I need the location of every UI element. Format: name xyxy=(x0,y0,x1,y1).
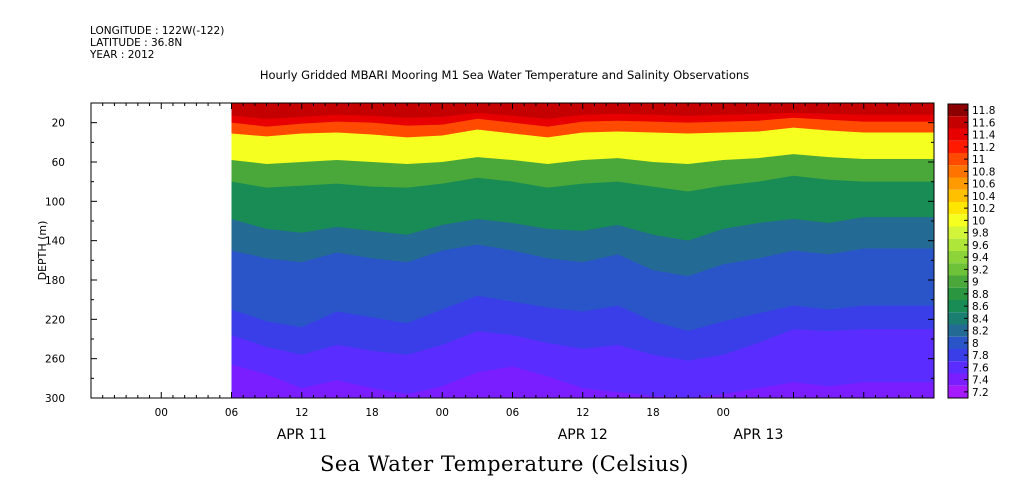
colorbar-swatch xyxy=(948,287,968,300)
x-tick-label: 06 xyxy=(506,407,520,419)
colorbar-swatch xyxy=(948,324,968,337)
colorbar-label: 9 xyxy=(972,277,979,289)
x-tick-label: 18 xyxy=(646,407,659,419)
colorbar-label: 8 xyxy=(972,338,979,350)
colorbar-swatch xyxy=(948,104,968,117)
colorbar-swatch xyxy=(948,226,968,239)
colorbar-swatch xyxy=(948,251,968,264)
colorbar-swatch xyxy=(948,336,968,349)
colorbar-label: 10 xyxy=(972,215,985,227)
y-tick-label: 20 xyxy=(52,118,65,130)
colorbar-swatch xyxy=(948,373,968,386)
colorbar-frame xyxy=(947,103,969,399)
colorbar-label: 9.4 xyxy=(972,252,989,264)
colorbar-swatch xyxy=(948,177,968,190)
colorbar-label: 9.8 xyxy=(972,228,989,240)
colorbar-swatch xyxy=(948,263,968,276)
y-tick-label: 300 xyxy=(45,393,65,405)
y-tick-label: 60 xyxy=(52,157,65,169)
x-tick-label: 12 xyxy=(295,407,308,419)
colorbar-swatch xyxy=(948,300,968,313)
colorbar-label: 10.2 xyxy=(972,203,995,215)
colorbar-label: 8.2 xyxy=(972,326,989,338)
x-tick-label: 00 xyxy=(436,407,449,419)
isotherm-band-7-6 xyxy=(231,329,934,398)
colorbar-swatch xyxy=(948,312,968,325)
colorbar-swatch xyxy=(948,128,968,141)
y-tick-label: 140 xyxy=(45,236,65,248)
x-tick-label: 12 xyxy=(576,407,589,419)
axes: 20 60 100 140 180 220 260 300 DEPTH (m) 00 06 12 18 0… xyxy=(36,102,935,443)
colorbar-swatch xyxy=(948,189,968,202)
colorbar-swatch xyxy=(948,385,968,398)
colorbar-label: 8.8 xyxy=(972,289,989,301)
isotherm-band-7-4 xyxy=(231,364,934,398)
year-label: YEAR : 2012 xyxy=(90,49,155,61)
y-tick-label: 260 xyxy=(45,354,65,366)
colorbar-swatch xyxy=(948,275,968,288)
colorbar-label: 7.6 xyxy=(972,362,989,374)
colorbar-swatch xyxy=(948,349,968,362)
colorbar-label: 8.6 xyxy=(972,301,989,313)
colorbar: 11.811.611.411.21110.810.610.410.2109.89… xyxy=(947,103,996,399)
colorbar-label: 11 xyxy=(972,154,985,166)
colorbar-label: 11.4 xyxy=(972,130,996,142)
colorbar-swatch xyxy=(948,140,968,153)
colorbar-label: 7.2 xyxy=(972,387,989,399)
x-tick-label: 00 xyxy=(717,407,730,419)
date-label: APR 11 xyxy=(277,427,327,443)
x-tick-label: 00 xyxy=(155,407,168,419)
colorbar-swatch xyxy=(948,116,968,129)
colorbar-swatch xyxy=(948,238,968,251)
colorbar-label: 11.6 xyxy=(972,117,996,129)
colorbar-swatch xyxy=(948,361,968,374)
chart-title: Hourly Gridded MBARI Mooring M1 Sea Wate… xyxy=(259,68,750,82)
date-label: APR 13 xyxy=(733,427,783,443)
colorbar-label: 10.4 xyxy=(972,191,996,203)
no-data-region xyxy=(91,103,232,398)
y-tick-label: 220 xyxy=(45,314,65,326)
colorbar-label: 8.4 xyxy=(972,313,989,325)
x-tick-label: 06 xyxy=(225,407,239,419)
colorbar-label: 11.8 xyxy=(972,105,995,117)
longitude-label: LONGITUDE : 122W(-122) xyxy=(90,25,225,37)
colorbar-label: 9.2 xyxy=(972,264,989,276)
colorbar-swatch xyxy=(948,202,968,215)
colorbar-label: 10.6 xyxy=(972,179,996,191)
plot-area xyxy=(91,103,934,398)
colorbar-swatch xyxy=(948,214,968,227)
colorbar-swatch xyxy=(948,165,968,178)
y-tick-label: 100 xyxy=(45,196,65,208)
colorbar-swatch xyxy=(948,153,968,166)
colorbar-label: 10.8 xyxy=(972,166,995,178)
colorbar-label: 9.6 xyxy=(972,240,989,252)
x-tick-label: 18 xyxy=(365,407,378,419)
latitude-label: LATITUDE : 36.8N xyxy=(90,37,183,49)
y-axis-label: DEPTH (m) xyxy=(36,221,49,281)
colorbar-label: 11.2 xyxy=(972,142,995,154)
chart-caption: Sea Water Temperature (Celsius) xyxy=(319,452,689,476)
colorbar-label: 7.4 xyxy=(972,375,989,387)
y-tick-label: 180 xyxy=(45,275,65,287)
date-label: APR 12 xyxy=(558,427,608,443)
colorbar-label: 7.8 xyxy=(972,350,989,362)
